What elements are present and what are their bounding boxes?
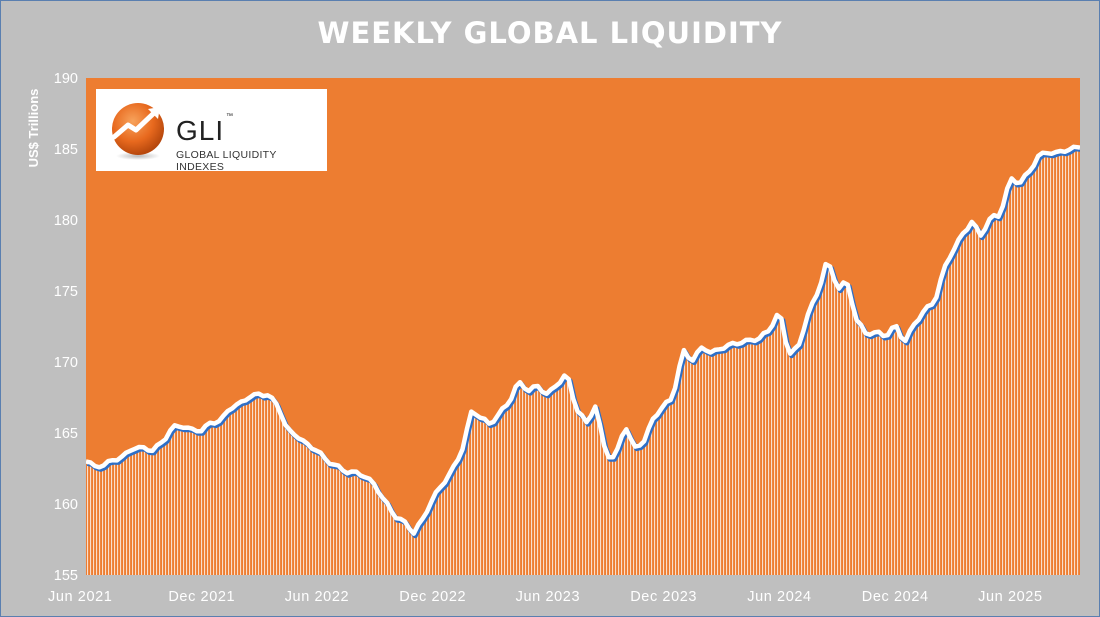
x-tick-label: Dec 2021 bbox=[168, 589, 235, 605]
x-tick-label: Dec 2023 bbox=[630, 589, 697, 605]
rising-arrow-sphere-icon bbox=[111, 103, 164, 160]
y-tick-label: 165 bbox=[54, 426, 78, 442]
y-tick-label: 160 bbox=[54, 497, 78, 513]
liquidity-line bbox=[86, 144, 1080, 536]
y-tick-label: 155 bbox=[54, 568, 78, 584]
logo-trademark: ™ bbox=[226, 113, 233, 120]
x-tick-label: Jun 2021 bbox=[48, 589, 112, 605]
logo-tagline: GLOBAL LIQUIDITY INDEXES bbox=[176, 149, 277, 173]
y-axis-label: US$ Trillions bbox=[26, 89, 41, 168]
x-tick-label: Dec 2024 bbox=[862, 589, 929, 605]
gli-logo: GLI ™ GLOBAL LIQUIDITY INDEXES bbox=[96, 89, 327, 173]
x-axis-ticks: Jun 2021 Dec 2021 Jun 2022 Dec 2022 Jun 2023… bbox=[48, 589, 1042, 605]
line-group bbox=[86, 144, 1080, 539]
x-tick-label: Jun 2024 bbox=[747, 589, 811, 605]
x-tick-label: Jun 2025 bbox=[978, 589, 1042, 605]
y-tick-label: 175 bbox=[54, 284, 78, 300]
y-tick-label: 185 bbox=[54, 142, 78, 158]
x-tick-label: Jun 2023 bbox=[516, 589, 580, 605]
y-tick-label: 170 bbox=[54, 355, 78, 371]
y-tick-label: 190 bbox=[54, 71, 78, 87]
y-tick-label: 180 bbox=[54, 213, 78, 229]
logo-name: GLI bbox=[176, 115, 225, 146]
y-axis-ticks: 155 160 165 170 175 180 185 190 bbox=[54, 71, 78, 584]
x-tick-label: Jun 2022 bbox=[285, 589, 349, 605]
chart-title: WEEKLY GLOBAL LIQUIDITY bbox=[317, 16, 783, 50]
x-tick-label: Dec 2022 bbox=[399, 589, 466, 605]
